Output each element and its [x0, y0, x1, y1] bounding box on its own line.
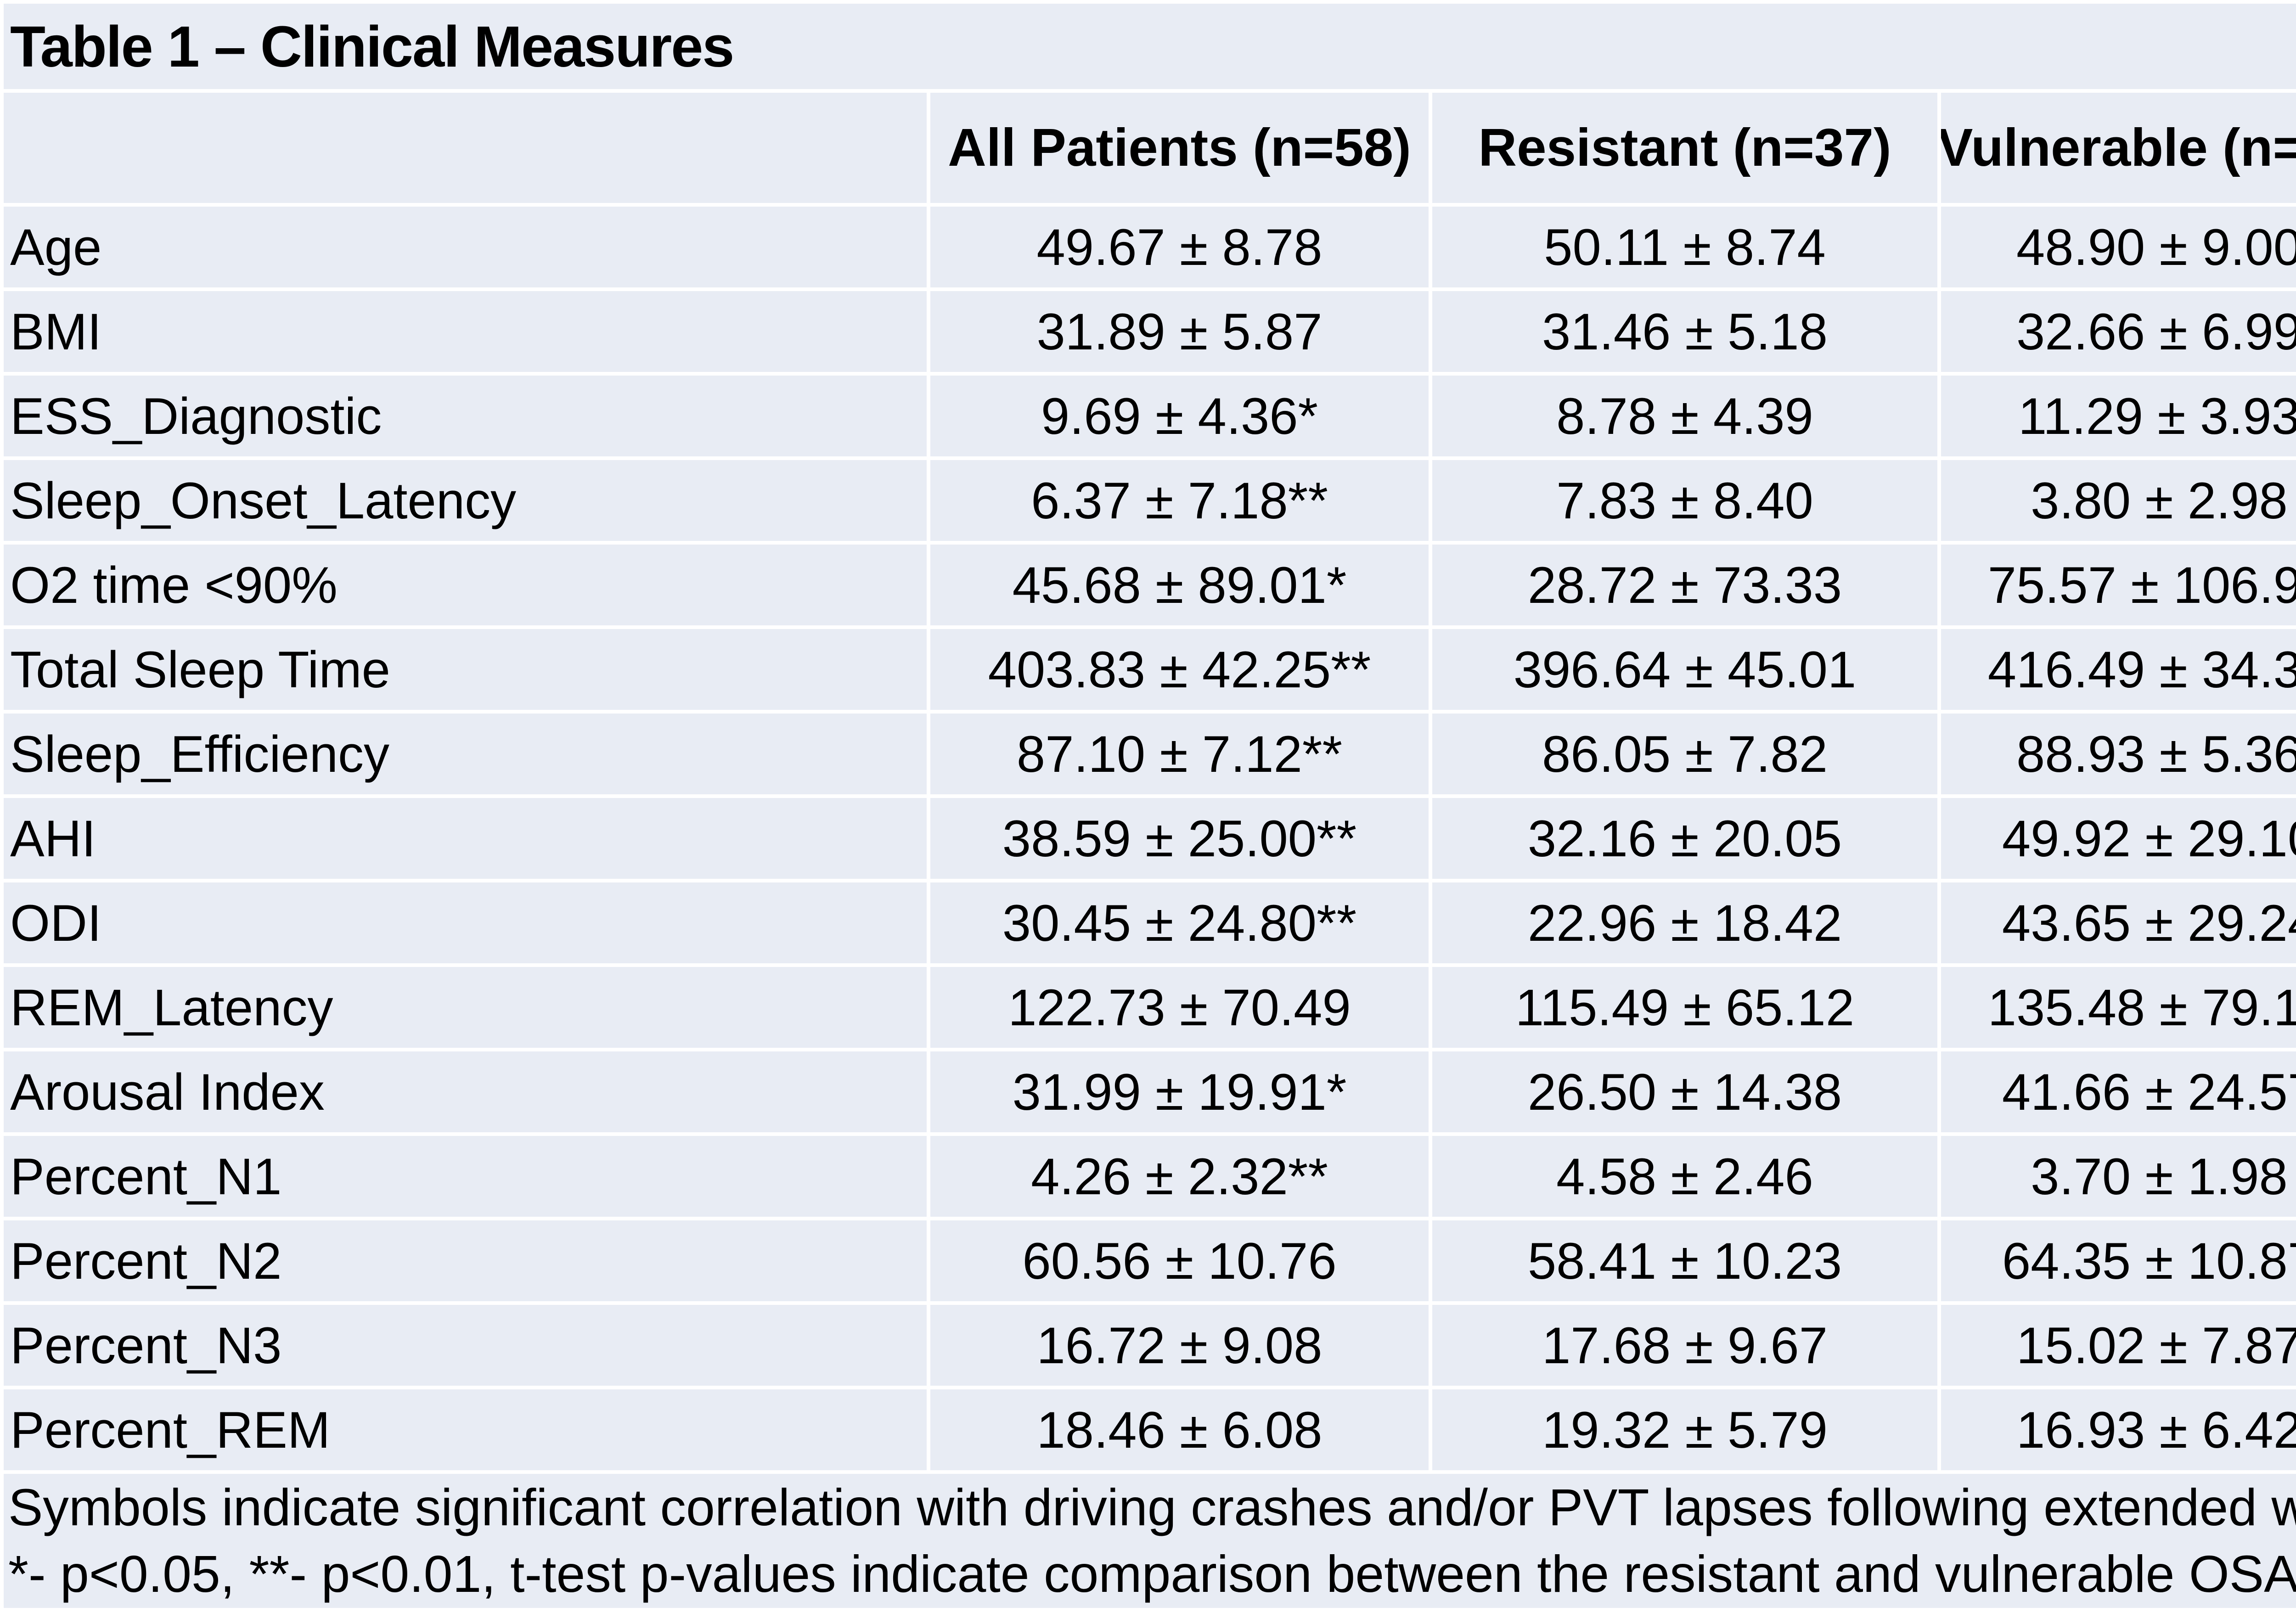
table-footnotes: Symbols indicate significant correlation…	[4, 1474, 2296, 1608]
cell-vulnerable: 43.65 ± 29.24	[1941, 882, 2296, 963]
cell-vulnerable: 75.57 ± 106.91	[1941, 545, 2296, 625]
cell-resistant: 26.50 ± 14.38	[1432, 1051, 1937, 1132]
row-label: BMI	[4, 291, 927, 372]
cell-resistant: 22.96 ± 18.42	[1432, 882, 1937, 963]
cell-vulnerable: 48.90 ± 9.00	[1941, 207, 2296, 287]
cell-vulnerable: 41.66 ± 24.57	[1941, 1051, 2296, 1132]
cell-vulnerable: 64.35 ± 10.87	[1941, 1220, 2296, 1301]
row-label: Sleep_Efficiency	[4, 714, 927, 794]
row-label: Total Sleep Time	[4, 629, 927, 710]
footnote-line2: *- p<0.05, **- p<0.01, t-test p-values i…	[8, 1545, 2296, 1603]
cell-resistant: 50.11 ± 8.74	[1432, 207, 1937, 287]
header-cell-measure	[4, 93, 927, 203]
cell-resistant: 115.49 ± 65.12	[1432, 967, 1937, 1048]
cell-resistant: 19.32 ± 5.79	[1432, 1389, 1937, 1470]
cell-resistant: 31.46 ± 5.18	[1432, 291, 1937, 372]
cell-all-patients: 30.45 ± 24.80**	[930, 882, 1429, 963]
cell-vulnerable: 16.93 ± 6.42	[1941, 1389, 2296, 1470]
cell-vulnerable: 11.29 ± 3.93	[1941, 376, 2296, 456]
cell-resistant: 58.41 ± 10.23	[1432, 1220, 1937, 1301]
cell-vulnerable: 3.70 ± 1.98	[1941, 1136, 2296, 1217]
cell-all-patients: 60.56 ± 10.76	[930, 1220, 1429, 1301]
row-label: Percent_REM	[4, 1389, 927, 1470]
row-label: Arousal Index	[4, 1051, 927, 1132]
cell-resistant: 28.72 ± 73.33	[1432, 545, 1937, 625]
cell-all-patients: 403.83 ± 42.25**	[930, 629, 1429, 710]
row-label: ODI	[4, 882, 927, 963]
header-cell-all-patients: All Patients (n=58)	[930, 93, 1429, 203]
cell-all-patients: 49.67 ± 8.78	[930, 207, 1429, 287]
row-label: O2 time <90%	[4, 545, 927, 625]
cell-vulnerable: 88.93 ± 5.36	[1941, 714, 2296, 794]
cell-all-patients: 31.99 ± 19.91*	[930, 1051, 1429, 1132]
clinical-measures-table: All Patients (n=58) Resistant (n=37) Vul…	[4, 93, 2296, 1608]
cell-resistant: 396.64 ± 45.01	[1432, 629, 1937, 710]
row-label: REM_Latency	[4, 967, 927, 1048]
row-label: ESS_Diagnostic	[4, 376, 927, 456]
table-title: Table 1 – Clinical Measures	[10, 14, 734, 79]
cell-resistant: 32.16 ± 20.05	[1432, 798, 1937, 879]
cell-all-patients: 87.10 ± 7.12**	[930, 714, 1429, 794]
table-title-band: Table 1 – Clinical Measures	[4, 4, 2296, 89]
row-label: Percent_N3	[4, 1305, 927, 1386]
header-cell-vulnerable: Vulnerable (n=21)	[1941, 93, 2296, 203]
cell-all-patients: 38.59 ± 25.00**	[930, 798, 1429, 879]
row-label: AHI	[4, 798, 927, 879]
cell-all-patients: 45.68 ± 89.01*	[930, 545, 1429, 625]
cell-resistant: 86.05 ± 7.82	[1432, 714, 1937, 794]
cell-all-patients: 122.73 ± 70.49	[930, 967, 1429, 1048]
row-label: Percent_N2	[4, 1220, 927, 1301]
cell-vulnerable: 135.48 ± 79.13	[1941, 967, 2296, 1048]
cell-vulnerable: 416.49 ± 34.31	[1941, 629, 2296, 710]
footnote-line1: Symbols indicate significant correlation…	[8, 1478, 2296, 1537]
cell-all-patients: 6.37 ± 7.18**	[930, 460, 1429, 541]
row-label: Age	[4, 207, 927, 287]
cell-vulnerable: 49.92 ± 29.10	[1941, 798, 2296, 879]
cell-vulnerable: 32.66 ± 6.99	[1941, 291, 2296, 372]
cell-all-patients: 31.89 ± 5.87	[930, 291, 1429, 372]
row-label: Percent_N1	[4, 1136, 927, 1217]
row-label: Sleep_Onset_Latency	[4, 460, 927, 541]
cell-all-patients: 18.46 ± 6.08	[930, 1389, 1429, 1470]
cell-vulnerable: 15.02 ± 7.87	[1941, 1305, 2296, 1386]
cell-all-patients: 16.72 ± 9.08	[930, 1305, 1429, 1386]
cell-resistant: 4.58 ± 2.46	[1432, 1136, 1937, 1217]
cell-resistant: 17.68 ± 9.67	[1432, 1305, 1937, 1386]
cell-resistant: 8.78 ± 4.39	[1432, 376, 1937, 456]
cell-vulnerable: 3.80 ± 2.98	[1941, 460, 2296, 541]
cell-resistant: 7.83 ± 8.40	[1432, 460, 1937, 541]
header-cell-resistant: Resistant (n=37)	[1432, 93, 1937, 203]
cell-all-patients: 4.26 ± 2.32**	[930, 1136, 1429, 1217]
cell-all-patients: 9.69 ± 4.36*	[930, 376, 1429, 456]
